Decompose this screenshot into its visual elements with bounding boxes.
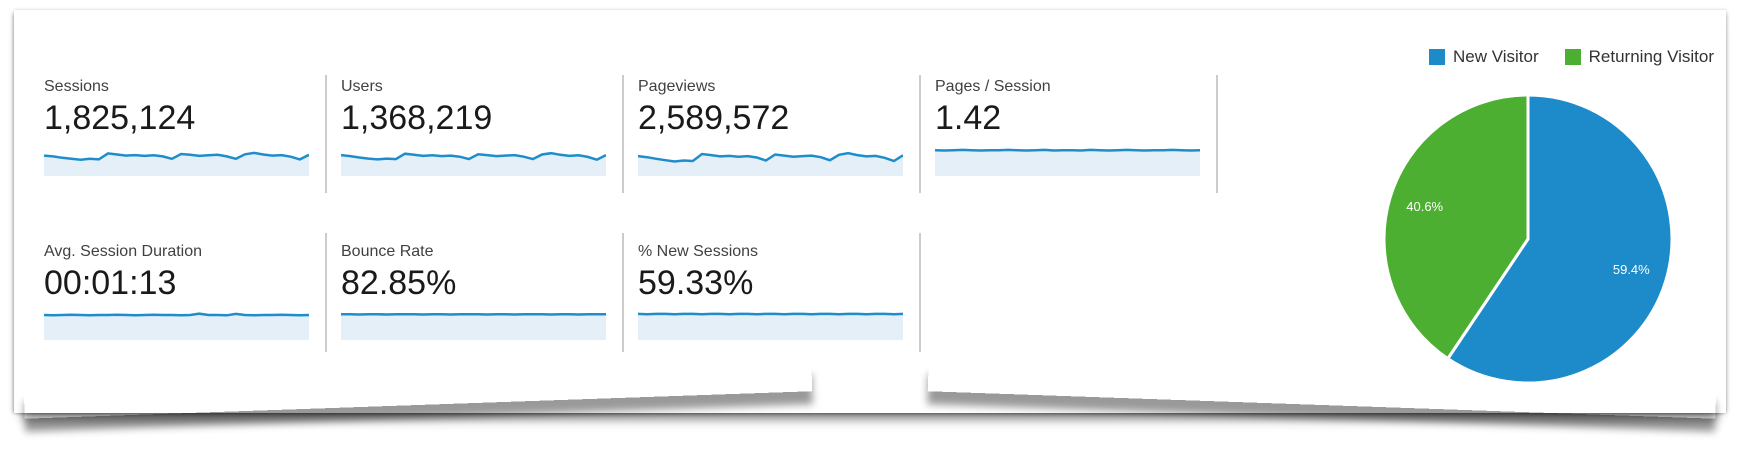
scorecard-sessions: Sessions 1,825,124 bbox=[44, 75, 327, 193]
sparkline-line bbox=[341, 151, 606, 162]
sparkline-chart[interactable] bbox=[638, 310, 903, 340]
sparkline-area bbox=[44, 313, 309, 340]
legend-item-returning-visitor: Returning Visitor bbox=[1564, 47, 1714, 67]
sparkline-chart[interactable] bbox=[935, 146, 1200, 176]
sparkline-line bbox=[638, 151, 903, 163]
sparkline-area bbox=[341, 314, 606, 340]
metric-label: Users bbox=[341, 78, 383, 95]
pie-slice-label: 40.6% bbox=[1406, 199, 1443, 214]
visitor-type-pie-chart: 59.4% 40.6% bbox=[1383, 94, 1673, 384]
sparkline-chart[interactable] bbox=[44, 146, 309, 176]
metric-value: 59.33% bbox=[638, 264, 754, 302]
sparkline-line bbox=[44, 151, 309, 161]
scorecard-bounce-rate: Bounce Rate 82.85% bbox=[341, 233, 624, 352]
metric-value: 1,368,219 bbox=[341, 99, 493, 137]
scorecard-pages-per-session: Pages / Session 1.42 bbox=[935, 75, 1218, 193]
legend-label: New Visitor bbox=[1452, 47, 1539, 66]
metric-label: Pageviews bbox=[638, 78, 716, 95]
pie-slice-label: 59.4% bbox=[1613, 262, 1650, 277]
metric-label: Sessions bbox=[44, 78, 109, 95]
sparkline-area bbox=[44, 152, 309, 176]
metric-label: % New Sessions bbox=[638, 243, 759, 260]
legend-item-new-visitor: New Visitor bbox=[1428, 47, 1539, 67]
sparkline-line bbox=[935, 148, 1200, 152]
metric-value: 82.85% bbox=[341, 264, 457, 302]
pie-slice-new-visitor[interactable] bbox=[1445, 94, 1673, 384]
metric-value: 1,825,124 bbox=[44, 99, 196, 137]
scorecard-users: Users 1,368,219 bbox=[341, 75, 624, 193]
pie-legend: New Visitor Returning Visitor bbox=[1428, 47, 1714, 67]
sparkline-chart[interactable] bbox=[44, 310, 309, 340]
sparkline-chart[interactable] bbox=[341, 310, 606, 340]
sparkline-chart[interactable] bbox=[341, 146, 606, 176]
legend-label: Returning Visitor bbox=[1588, 47, 1714, 66]
sparkline-area bbox=[935, 149, 1200, 176]
metric-value: 1.42 bbox=[935, 99, 1002, 137]
scorecard-pageviews: Pageviews 2,589,572 bbox=[638, 75, 921, 193]
metric-value: 2,589,572 bbox=[638, 99, 790, 137]
metric-label: Pages / Session bbox=[935, 78, 1051, 95]
legend-swatch-icon bbox=[1564, 49, 1581, 65]
sparkline-area bbox=[638, 153, 903, 176]
sparkline-line bbox=[44, 312, 309, 317]
pie-slice-returning-visitor[interactable] bbox=[1383, 94, 1530, 361]
metric-label: Avg. Session Duration bbox=[44, 243, 203, 260]
sparkline-area bbox=[638, 313, 903, 340]
metric-label: Bounce Rate bbox=[341, 243, 434, 260]
sparkline-area bbox=[341, 153, 606, 176]
dashboard-panel: Sessions 1,825,124 Users 1,368,219 Pagev… bbox=[14, 10, 1726, 413]
metric-value: 00:01:13 bbox=[44, 264, 177, 302]
sparkline-chart[interactable] bbox=[638, 146, 903, 176]
scorecard-percent-new-sessions: % New Sessions 59.33% bbox=[638, 233, 921, 352]
scorecard-avg-session-duration: Avg. Session Duration 00:01:13 bbox=[44, 233, 327, 352]
legend-swatch-icon bbox=[1428, 49, 1445, 65]
